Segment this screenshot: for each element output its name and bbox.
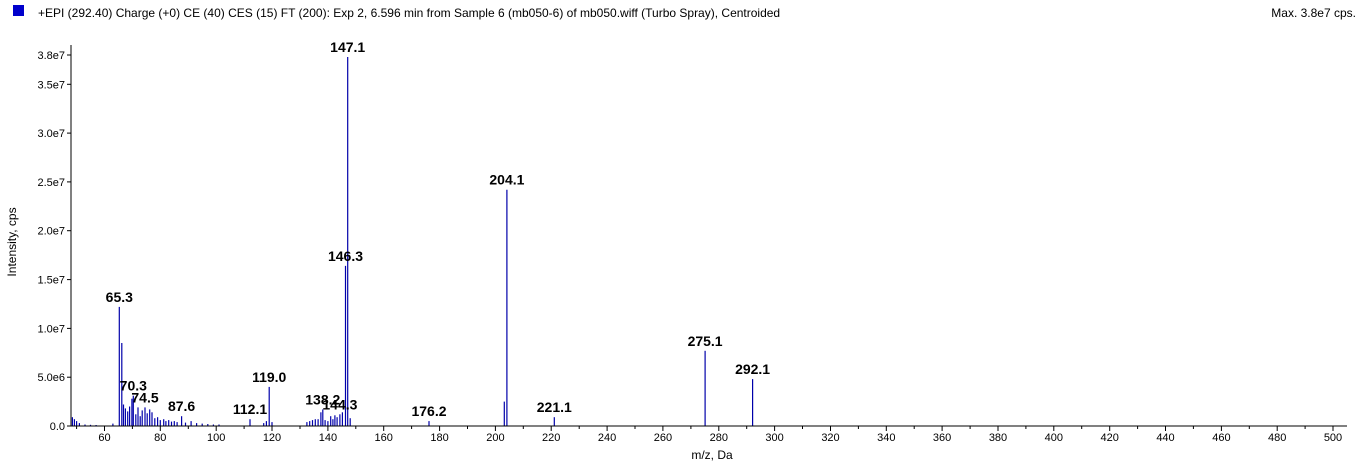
chart-title: +EPI (292.40) Charge (+0) CE (40) CES (1…: [38, 6, 780, 20]
x-tick-label: 260: [654, 432, 672, 444]
x-tick-label: 180: [430, 432, 448, 444]
peak-label: 221.1: [537, 399, 572, 415]
x-tick-label: 400: [1045, 432, 1063, 444]
peak-label: 74.5: [131, 389, 158, 405]
peak-label: 176.2: [411, 403, 446, 419]
y-tick-label: 3.0e7: [37, 128, 65, 140]
x-tick-label: 380: [989, 432, 1007, 444]
x-tick-label: 160: [375, 432, 393, 444]
x-tick-label: 300: [765, 432, 783, 444]
x-tick-label: 480: [1268, 432, 1286, 444]
peak-label: 204.1: [489, 172, 524, 188]
x-tick-label: 200: [486, 432, 504, 444]
peak-label: 275.1: [688, 333, 723, 349]
x-tick-label: 360: [933, 432, 951, 444]
y-tick-label: 1.0e7: [37, 323, 65, 335]
x-tick-label: 120: [263, 432, 281, 444]
y-axis-label: Intensity, cps: [5, 207, 19, 276]
y-tick-label: 2.5e7: [37, 177, 65, 189]
y-tick-label: 3.8e7: [37, 50, 65, 62]
peak-label: 292.1: [735, 361, 770, 377]
y-tick-label: 3.5e7: [37, 79, 65, 91]
y-tick-label: 5.0e6: [37, 372, 65, 384]
x-tick-label: 460: [1212, 432, 1230, 444]
x-ticks-group: 60 80 100 120 140 160 180 200 220 240 260 280 300 320…: [76, 426, 1342, 444]
legend-swatch: [13, 5, 24, 16]
x-tick-label: 420: [1101, 432, 1119, 444]
x-tick-label: 100: [207, 432, 225, 444]
max-intensity-label: Max. 3.8e7 cps.: [1271, 6, 1356, 20]
x-tick-label: 220: [542, 432, 560, 444]
peak-label: 65.3: [106, 289, 133, 305]
peak-label: 144.3: [322, 396, 357, 412]
peak-label: 112.1: [233, 401, 267, 417]
y-tick-label: 1.5e7: [37, 275, 65, 287]
x-tick-label: 500: [1324, 432, 1342, 444]
x-tick-label: 80: [154, 432, 166, 444]
x-tick-label: 280: [710, 432, 728, 444]
y-ticks-group: 0.0 5.0e6 1.0e7 1.5e7 2.0e7 2.5e7 3.0e7 3.5e7 3.…: [37, 50, 71, 433]
x-tick-label: 140: [319, 432, 337, 444]
x-tick-label: 240: [598, 432, 616, 444]
peak-label: 70.3: [120, 378, 147, 394]
x-tick-label: 340: [877, 432, 895, 444]
peak-label: 87.6: [168, 398, 195, 414]
peak-label: 146.3: [328, 248, 363, 264]
y-tick-label: 2.0e7: [37, 226, 65, 238]
peak-label: 119.0: [252, 369, 286, 385]
peak-label: 138.2: [305, 391, 340, 407]
x-axis-label: m/z, Da: [691, 448, 733, 462]
x-tick-label: 60: [98, 432, 110, 444]
y-tick-label: 0.0: [50, 421, 65, 433]
x-tick-label: 320: [821, 432, 839, 444]
peak-label: 147.1: [330, 39, 365, 55]
x-tick-label: 440: [1156, 432, 1174, 444]
peaks-group: [71, 57, 754, 426]
